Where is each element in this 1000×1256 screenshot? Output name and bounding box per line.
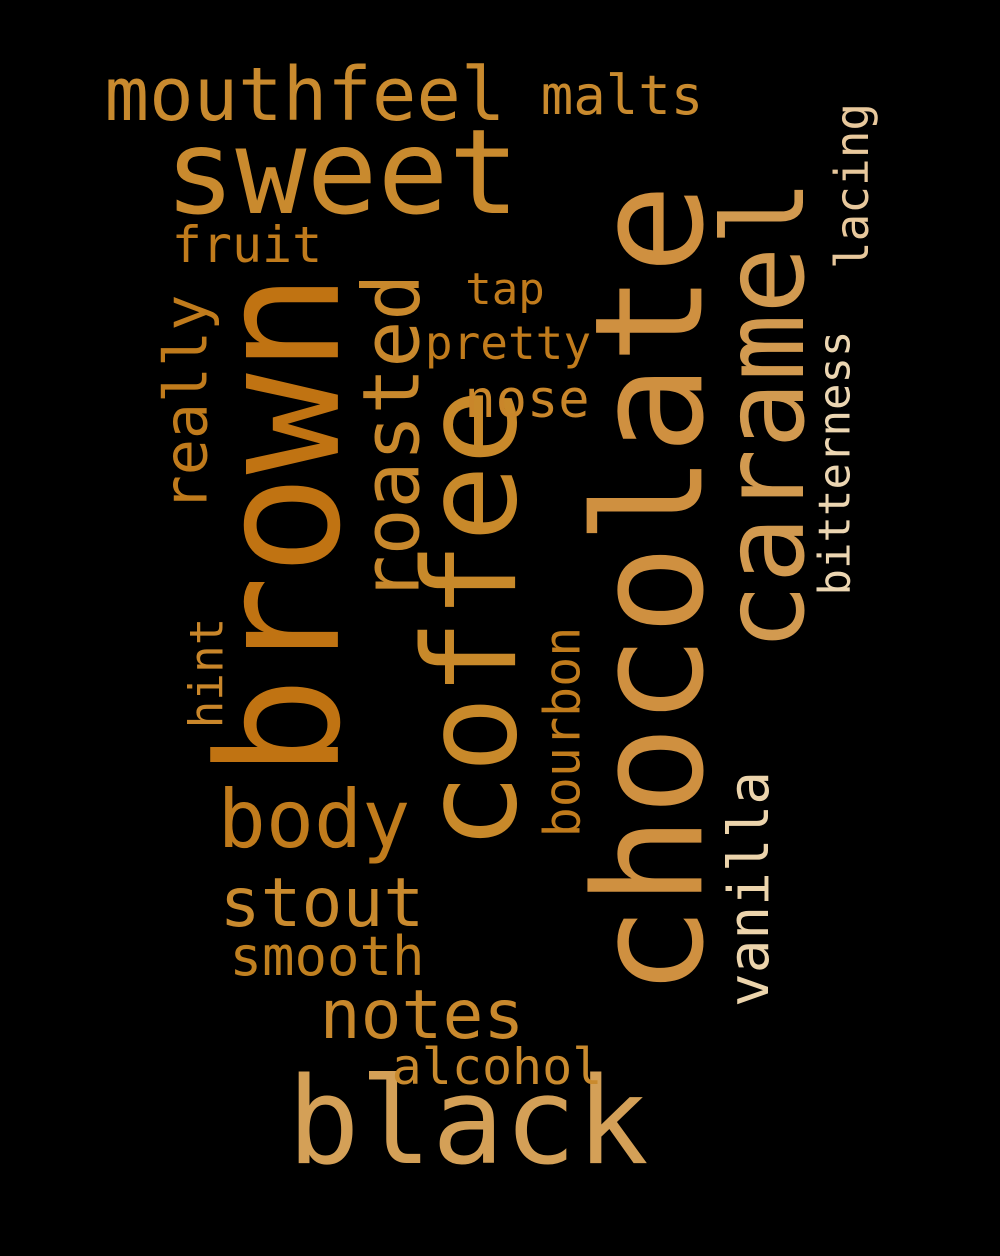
word-body: body (217, 773, 411, 866)
word-caramel: caramel (699, 178, 830, 652)
word-really: really (151, 294, 221, 512)
word-alcohol: alcohol (391, 1038, 603, 1096)
word-bourbon: bourbon (533, 626, 591, 838)
word-roasted: roasted (346, 273, 437, 603)
word-fruit: fruit (171, 216, 323, 274)
word-vanilla: vanilla (716, 770, 782, 1008)
word-malts: malts (540, 64, 704, 127)
word-smooth: smooth (229, 925, 425, 988)
word-stout: stout (219, 864, 425, 943)
word-black: black (287, 1053, 649, 1192)
word-lacing: lacing (824, 102, 879, 270)
word-nose: nose (464, 370, 590, 430)
word-sweet: sweet (164, 103, 520, 241)
word-bitterness: bitterness (809, 330, 860, 596)
word-hint: hint (179, 617, 233, 729)
word-notes: notes (319, 976, 525, 1055)
word-mouthfeel: mouthfeel (104, 52, 506, 138)
word-pretty: pretty (424, 316, 592, 370)
word-tap: tap (465, 264, 545, 315)
